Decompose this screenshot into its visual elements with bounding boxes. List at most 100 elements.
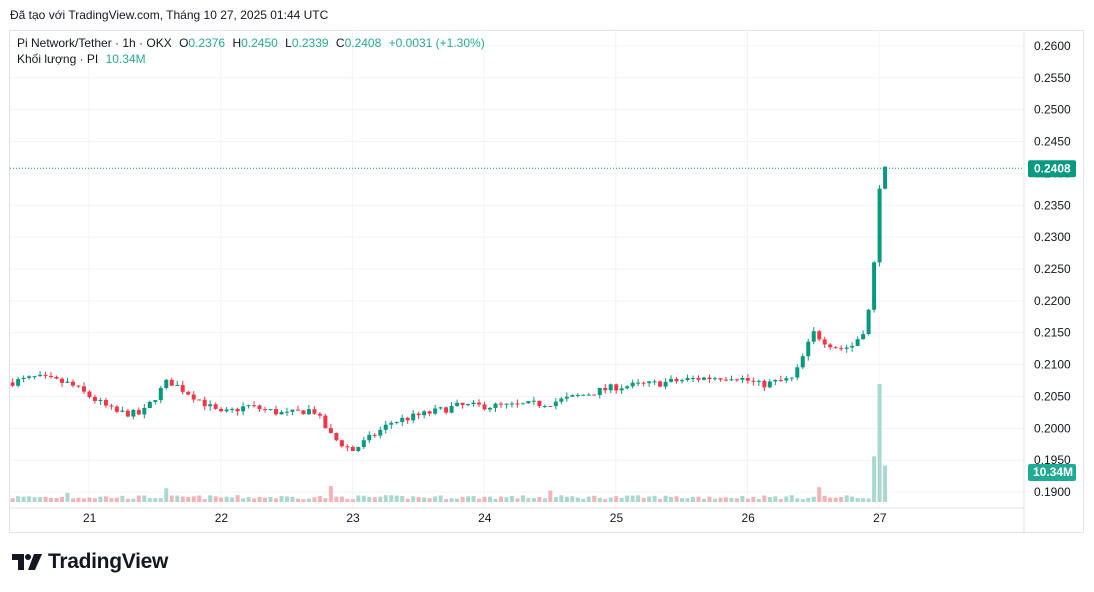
candle-body [32,376,37,378]
candle-body [191,394,196,400]
volume-bar [263,497,268,502]
candle-body [762,380,767,388]
volume-bar [164,488,169,502]
volume-bar [191,496,196,502]
candle-body [197,399,202,401]
candle-body [317,413,322,416]
volume-bar [778,499,783,502]
candle-body [526,401,531,404]
candle-body [81,386,86,392]
candle-body [444,407,449,413]
volume-bar [49,497,54,502]
volume-bar [707,496,712,502]
volume-bar [394,495,399,502]
candle-body [712,378,717,380]
candle-body [334,432,339,441]
last-price-tag: 0.2408 [1034,161,1071,175]
candle-body [795,367,800,378]
candle-body [389,422,394,425]
candle-body [295,409,300,411]
volume-bar [427,498,432,502]
volume-bar [800,499,805,502]
volume-bar [125,498,130,502]
candle-body [548,405,553,407]
candle-body [131,409,136,417]
volume-bar [680,498,685,502]
volume-bar [367,496,372,502]
candle-body [466,404,471,406]
volume-bar [246,496,251,502]
y-tick-label: 0.1900 [1034,485,1071,499]
candle-body [361,440,366,447]
candle-body [603,387,608,391]
chart-frame[interactable] [9,30,1084,533]
candle-body [866,309,871,335]
volume-bar [312,497,317,502]
candle-body [619,388,624,391]
candle-body [767,381,772,388]
volume-bar [729,497,734,502]
volume-bar [773,496,778,502]
volume-bar [147,498,152,502]
candle-body [301,410,306,415]
high-label: H [232,36,242,50]
candle-body [416,413,421,416]
tradingview-logo[interactable]: TradingView [12,550,168,574]
candle-body [680,380,685,382]
candle-body [493,403,498,408]
candle-body [449,406,454,413]
candle-body [647,381,652,384]
volume-bar [674,496,679,502]
candle-body [553,401,558,407]
volume-bar [844,495,849,502]
candle-body [367,434,372,441]
candle-body [691,377,696,379]
candle-body [861,334,866,340]
volume-bar [197,495,202,502]
x-tick-label: 26 [741,511,755,525]
candle-body [488,407,493,410]
candle-body [65,381,70,383]
candle-body [564,396,569,399]
candle-body [482,404,487,410]
volume-bar [592,495,597,502]
candle-body [696,377,701,380]
volume-bar [586,496,591,502]
volume-bar [92,498,97,502]
candle-body [411,413,416,421]
candle-body [202,399,207,407]
candle-body [751,380,756,382]
candle-body [701,377,706,380]
candle-body [669,378,674,382]
volume-bar [284,496,289,502]
candle-body [164,379,169,388]
y-tick-label: 0.2300 [1034,230,1071,244]
candle-body [520,403,525,405]
candle-body [581,394,586,396]
volume-bar [641,497,646,502]
volume-bar [405,498,410,502]
candle-body [235,408,240,412]
candle-body [394,421,399,423]
y-tick-label: 0.2500 [1034,103,1071,117]
volume-bar [175,495,180,502]
volume-bar [553,497,558,502]
open-label: O [179,36,189,50]
candle-body [504,403,509,405]
volume-bar [745,498,750,502]
volume-bar [290,496,295,502]
volume-bar [663,495,668,502]
x-tick-label: 24 [478,511,492,525]
candle-body [142,407,147,415]
volume-bar [493,498,498,502]
volume-bar [208,495,213,502]
candle-body [136,409,141,415]
candle-body [515,403,520,405]
volume-bar [301,499,306,502]
candle-body [263,409,268,411]
candle-body [509,403,514,405]
volume-bar [32,497,37,502]
volume-bar [350,499,355,502]
candle-body [784,378,789,381]
